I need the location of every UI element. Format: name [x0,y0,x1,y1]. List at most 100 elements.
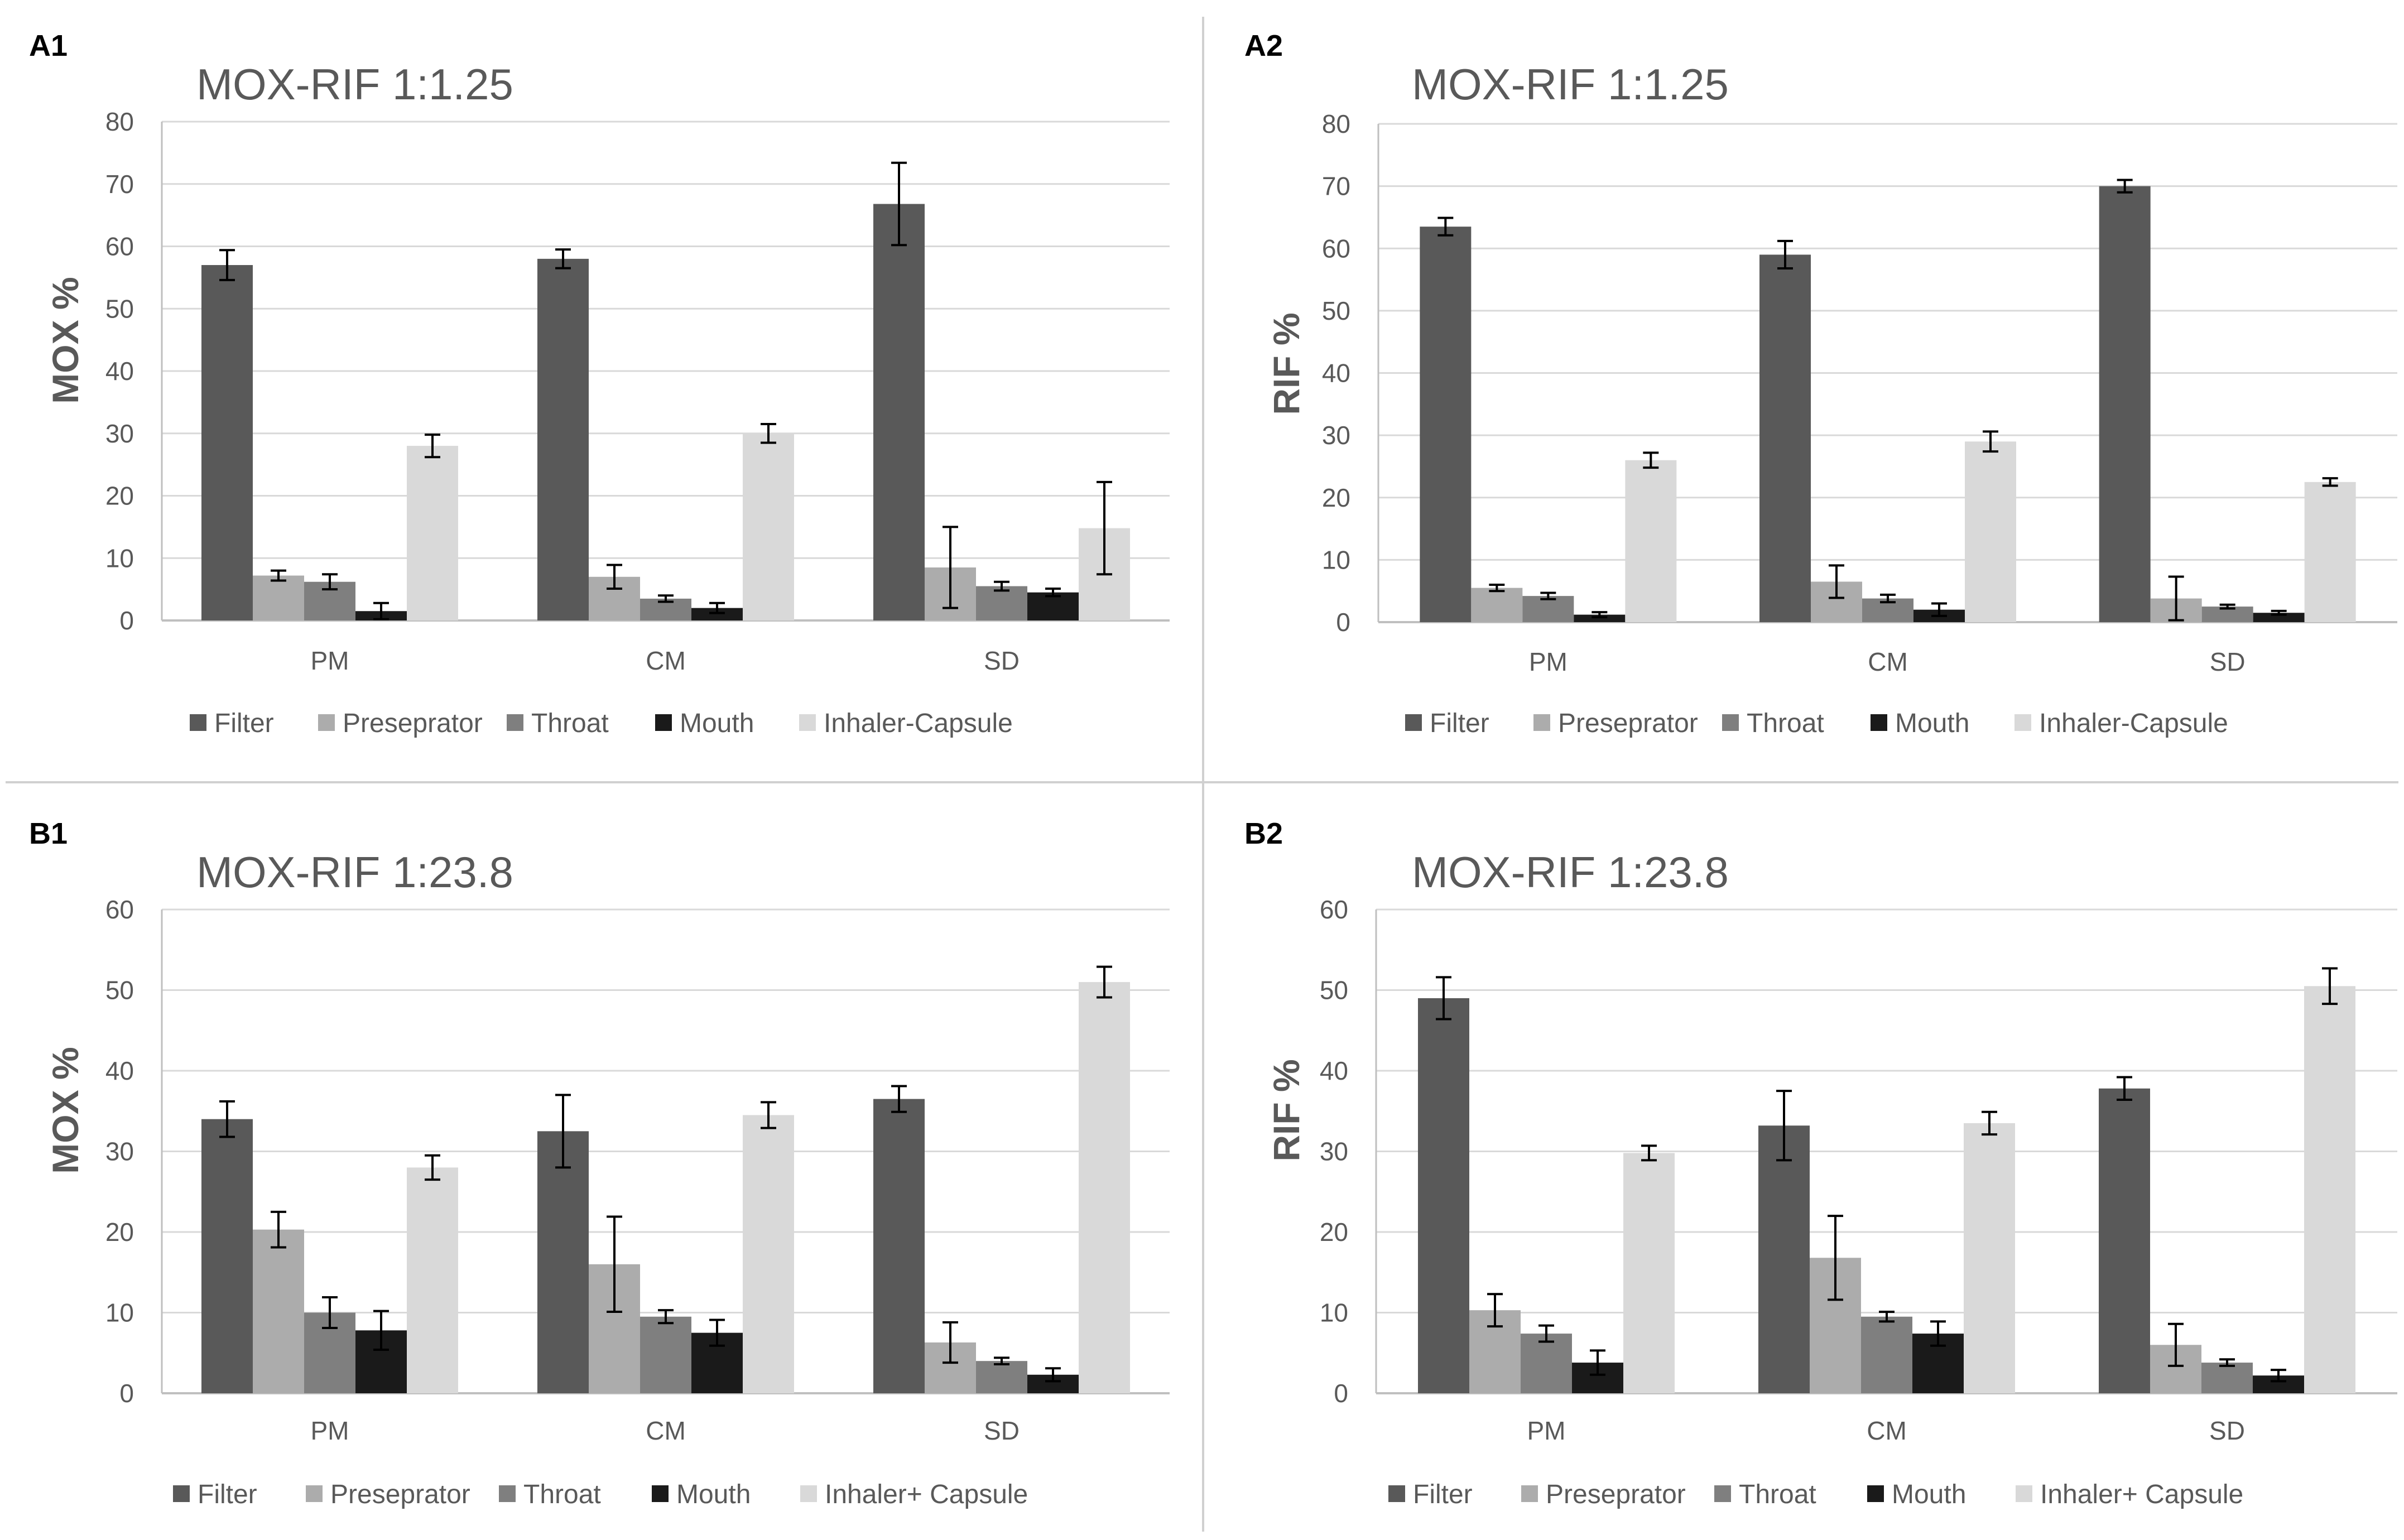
x-category-label: PM [311,1416,349,1445]
bar-throat-cm [640,1316,691,1393]
bar-filter-pm [201,1119,253,1393]
x-category-label: SD [2209,1416,2245,1445]
legend-swatch [507,714,523,731]
legend-entry: Mouth [676,1480,751,1509]
bar-filter-cm [1759,254,1811,623]
bar-preseprator-pm [1471,588,1523,622]
legend-entry: Preseprator [343,709,483,738]
chart-panel-a1: A1 MOX-RIF 1:1.25 MOX % 0 10 20 30 40 50 60 70 80 PM… [29,29,1170,738]
chart-title: MOX-RIF 1:1.25 [1412,60,1729,109]
y-tick-label: 60 [105,895,134,924]
y-axis-label: MOX % [45,1047,86,1173]
y-tick-label: 80 [105,107,134,136]
legend-swatch [800,1485,817,1502]
bar-filter-cm [537,258,589,621]
legend-swatch [2016,1485,2032,1502]
legend-swatch [1388,1485,1405,1502]
legend-swatch [306,1485,323,1502]
y-tick-label: 0 [119,1379,134,1408]
bar-filter-pm [1420,227,1472,622]
bar-inhaler-capsule-sd [1079,982,1130,1393]
bar-throat-pm [1522,596,1574,622]
y-tick-label: 0 [119,606,134,635]
y-tick-label: 0 [1334,1379,1348,1408]
bar-inhaler-capsule-sd [2304,986,2355,1393]
legend-swatch [318,714,335,731]
legend-swatch [1722,714,1739,731]
y-tick-label: 20 [1320,1217,1348,1247]
legend-entry: Mouth [1892,1480,1966,1509]
x-category-label: PM [1529,647,1568,676]
bar-filter-cm [537,1131,589,1393]
legend-entry: Filter [1430,709,1489,738]
bar-inhaler-capsule-cm [1965,441,2016,622]
y-tick-label: 50 [1320,976,1348,1005]
legend-entry: Inhaler-Capsule [2039,709,2228,738]
y-tick-label: 30 [105,419,134,448]
legend-entry: Filter [198,1480,257,1509]
y-tick-label: 0 [1336,608,1350,637]
y-tick-label: 20 [1322,483,1350,512]
x-category-label: SD [2210,647,2246,676]
legend-entry: Filter [1413,1480,1473,1509]
legend-entry: Throat [1747,709,1824,738]
legend-swatch [173,1485,190,1502]
bar-throat-sd [2201,1363,2253,1393]
y-tick-label: 40 [105,1056,134,1085]
y-tick-label: 10 [105,1298,134,1327]
y-tick-label: 50 [105,976,134,1005]
chart-panel-b1: B1 MOX-RIF 1:23.8 MOX % 0 10 20 30 40 50 60 PM CM SD… [29,817,1170,1509]
bar-mouth-sd [2253,613,2305,622]
x-category-label: PM [311,646,349,675]
panel-label: A2 [1244,29,1283,62]
legend-swatch [655,714,672,731]
y-tick-label: 10 [1320,1298,1348,1327]
bar-inhaler-capsule-pm [407,446,458,620]
bar-filter-sd [2099,186,2151,622]
y-axis-label: RIF % [1266,1059,1307,1161]
y-tick-label: 40 [1320,1056,1348,1085]
legend-entry: Mouth [680,709,754,738]
legend-entry: Throat [1739,1480,1816,1509]
y-tick-label: 30 [105,1137,134,1166]
y-tick-label: 80 [1322,109,1350,138]
legend-swatch [1521,1485,1538,1502]
y-tick-label: 30 [1320,1137,1348,1166]
legend-entry: Mouth [1895,709,1969,738]
legend-swatch [652,1485,669,1502]
panel-label: A1 [29,29,68,62]
chart-panel-a2: A2 MOX-RIF 1:1.25 RIF % 0 10 20 30 40 50 60 70 80 PM… [1244,29,2397,738]
bar-filter-cm [1758,1125,1810,1393]
legend-entry: Preseprator [1546,1480,1686,1509]
y-axis-label: RIF % [1266,312,1307,415]
bar-mouth-cm [691,608,743,620]
y-tick-label: 40 [1322,359,1350,388]
bar-filter-sd [2099,1088,2150,1393]
legend-swatch [499,1485,516,1502]
bar-filter-sd [873,204,925,620]
bar-inhaler-capsule-pm [1623,1153,1675,1393]
y-tick-label: 50 [105,294,134,323]
legend-entry: Throat [523,1480,601,1509]
x-category-label: CM [1867,1416,1907,1445]
legend-entry: Preseprator [330,1480,470,1509]
bar-preseprator-pm [253,575,304,620]
y-tick-label: 60 [1322,234,1350,263]
bar-inhaler-capsule-pm [1625,460,1677,622]
legend-swatch [1871,714,1887,731]
legend-swatch [2014,714,2031,731]
chart-title: MOX-RIF 1:23.8 [1412,848,1729,897]
panel-label: B2 [1244,817,1283,850]
bar-mouth-pm [1574,614,1626,622]
x-category-label: CM [646,1416,686,1445]
y-tick-label: 40 [105,357,134,386]
y-tick-label: 70 [1322,172,1350,201]
legend-entry: Preseprator [1558,709,1698,738]
legend-entry: Inhaler+ Capsule [2040,1480,2243,1509]
legend-swatch [1533,714,1550,731]
bar-throat-sd [976,586,1027,620]
bar-inhaler-capsule-cm [1964,1123,2015,1393]
y-tick-label: 10 [105,543,134,572]
legend-entry: Inhaler+ Capsule [825,1480,1028,1509]
bar-throat-pm [1521,1334,1572,1393]
